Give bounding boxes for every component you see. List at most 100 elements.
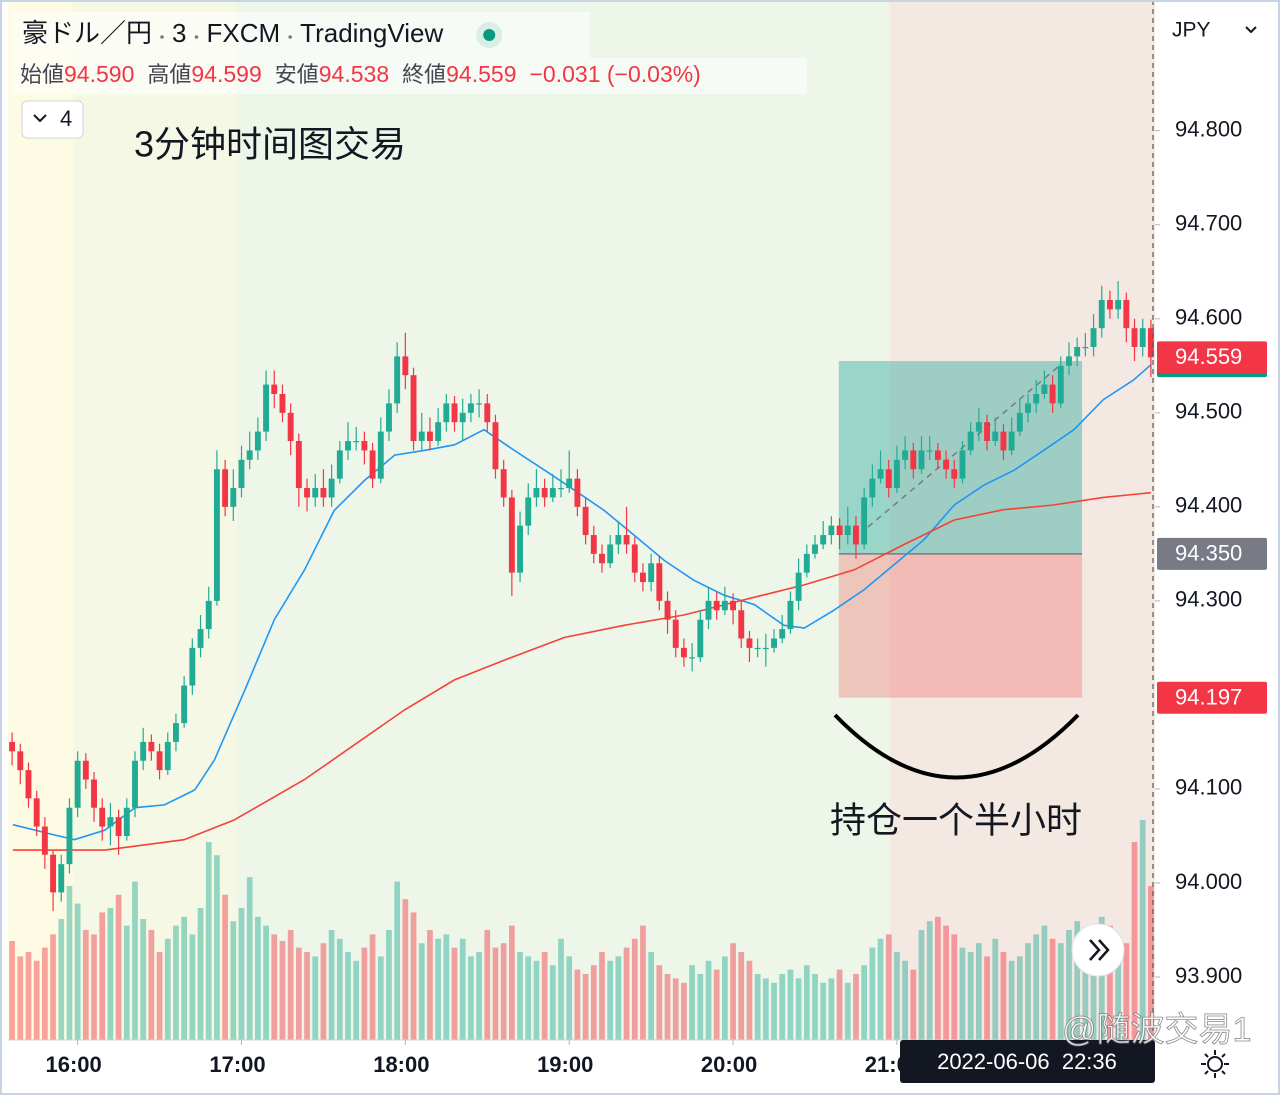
candle-body <box>33 798 40 827</box>
volume-bar <box>66 886 73 1040</box>
volume-bar <box>164 938 171 1040</box>
candle-body <box>99 807 106 827</box>
candle-body <box>279 393 286 413</box>
candle-body <box>975 422 982 432</box>
candle-body <box>623 535 630 545</box>
volume-bar <box>615 956 622 1040</box>
position-layer <box>838 361 1083 698</box>
volume-bar <box>918 930 925 1040</box>
volume-bar <box>664 974 671 1040</box>
candle-body <box>697 619 704 658</box>
candle-body <box>664 600 671 620</box>
volume-bar <box>1016 956 1023 1040</box>
candle-body <box>222 469 229 507</box>
candle-body <box>213 469 220 601</box>
volume-bar <box>140 919 147 1040</box>
legend-label: 安値 <box>275 62 319 87</box>
session-bg <box>237 0 890 1040</box>
candle-body <box>476 403 483 405</box>
candle-body <box>959 450 966 479</box>
separator-dot <box>160 35 164 39</box>
indicator-count: 4 <box>60 106 72 131</box>
candle-body <box>779 629 786 639</box>
x-tick-label: 18:00 <box>373 1052 429 1077</box>
session-bg <box>73 0 237 1040</box>
candle-body <box>639 572 646 583</box>
candle-body <box>1049 384 1056 404</box>
volume-bar <box>869 947 876 1040</box>
volume-bar <box>1148 886 1154 1040</box>
volume-bar <box>771 982 777 1040</box>
candle-body <box>156 751 163 771</box>
volume-bar <box>820 982 827 1040</box>
indicator-toggle[interactable] <box>21 100 84 139</box>
settings-icon[interactable] <box>1201 1050 1229 1078</box>
volume-bar <box>885 934 892 1040</box>
y-tick-label: 94.800 <box>1175 117 1242 142</box>
candle-body <box>173 723 179 742</box>
volume-bar <box>844 982 851 1040</box>
volume-bar <box>263 925 269 1040</box>
volume-bar <box>902 960 908 1040</box>
volume-bar <box>402 899 409 1040</box>
volume-bar <box>304 952 310 1040</box>
volume-bar <box>123 925 130 1040</box>
volume-bar <box>50 934 56 1040</box>
candle-body <box>1016 412 1023 432</box>
candle-body <box>746 638 753 648</box>
volume-bar <box>312 956 319 1040</box>
volume-bar <box>394 881 401 1040</box>
volume-bar <box>58 919 65 1040</box>
candle-body <box>590 535 597 554</box>
candle-body <box>17 751 24 771</box>
volume-bar <box>517 952 523 1040</box>
volume-bar <box>181 916 188 1040</box>
entry-badge-label: 94.350 <box>1175 541 1242 566</box>
volume-bar <box>967 952 974 1040</box>
candle-body <box>74 760 81 808</box>
candle-body <box>918 450 925 470</box>
volume-bar <box>476 952 482 1040</box>
candle-body <box>426 431 433 442</box>
legend-bg <box>12 58 807 94</box>
volume-bar <box>623 947 630 1040</box>
candle-body <box>271 384 278 394</box>
currency-chevron[interactable] <box>1245 26 1257 34</box>
candle-body <box>361 441 368 451</box>
volume-bar <box>984 956 990 1040</box>
volume-bar <box>156 952 163 1040</box>
volume-bar <box>1074 921 1081 1040</box>
candle-body <box>574 478 581 507</box>
candle-body <box>107 817 114 827</box>
candle-body <box>943 459 950 470</box>
candle-body <box>82 760 89 780</box>
volume-bar <box>459 938 466 1040</box>
candle-body <box>287 412 294 442</box>
volume-bar <box>25 952 32 1040</box>
candle-body <box>1074 346 1081 357</box>
volume-bar <box>246 877 253 1040</box>
volume-bar <box>91 934 97 1040</box>
candle-body <box>58 864 65 893</box>
candle-body <box>1147 328 1154 358</box>
volume-bar <box>599 952 605 1040</box>
candle-body <box>1098 299 1105 329</box>
volume-bar <box>1098 916 1105 1040</box>
scroll-icon <box>1089 939 1110 961</box>
last-price-badge-label: 94.559 <box>1175 344 1242 369</box>
candle-body <box>525 497 532 526</box>
candle-body <box>951 469 958 479</box>
candle-body <box>1123 299 1130 329</box>
candle-body <box>566 478 573 489</box>
candle-body <box>738 610 745 639</box>
volume-bar <box>255 916 261 1040</box>
candle-body <box>1106 299 1113 310</box>
candle-body <box>869 478 876 498</box>
x-axis: 16:00 17:00 18:00 19:00 20:00 21:00 <box>45 1040 921 1077</box>
volume-bar <box>951 934 958 1040</box>
stop-zone <box>838 553 1083 698</box>
volume-bar <box>1049 938 1056 1040</box>
volume-bar <box>345 952 351 1040</box>
candle-body <box>386 403 392 432</box>
candle-body <box>230 488 237 507</box>
